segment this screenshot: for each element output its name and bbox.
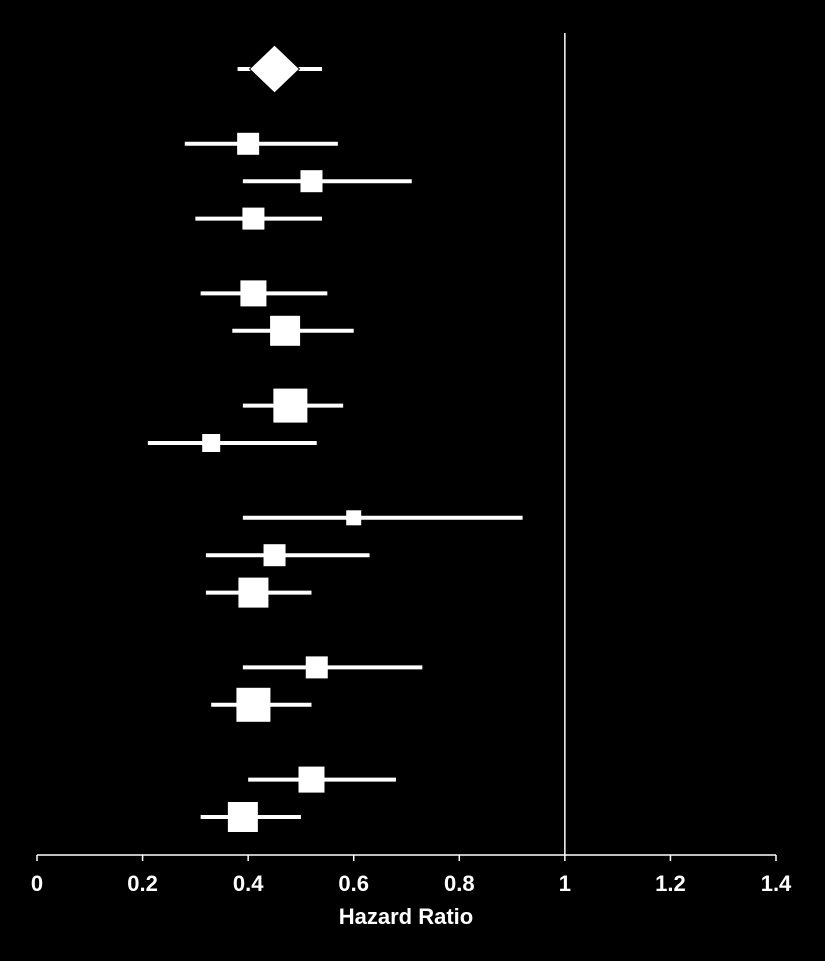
estimate-box (305, 656, 328, 679)
estimate-box (300, 170, 323, 193)
x-tick-label: 0.6 (338, 871, 369, 896)
estimate-box (270, 315, 301, 346)
x-tick-label: 1.4 (761, 871, 792, 896)
x-tick-label: 0 (31, 871, 43, 896)
estimate-box (238, 577, 269, 608)
estimate-box (263, 544, 286, 567)
x-tick-label: 1.2 (655, 871, 686, 896)
estimate-box (202, 434, 221, 452)
estimate-box (242, 207, 265, 230)
estimate-box (346, 510, 362, 526)
x-tick-label: 0.4 (233, 871, 264, 896)
x-tick-label: 0.2 (127, 871, 158, 896)
x-tick-label: 1 (559, 871, 571, 896)
estimate-box (237, 132, 260, 155)
x-tick-label: 0.8 (444, 871, 475, 896)
estimate-box (273, 388, 308, 423)
estimate-box (236, 687, 271, 722)
estimate-box (298, 766, 325, 793)
summary-diamond (248, 44, 301, 94)
estimate-box (240, 280, 267, 307)
x-axis-label: Hazard Ratio (339, 904, 473, 929)
estimate-box (227, 802, 258, 832)
